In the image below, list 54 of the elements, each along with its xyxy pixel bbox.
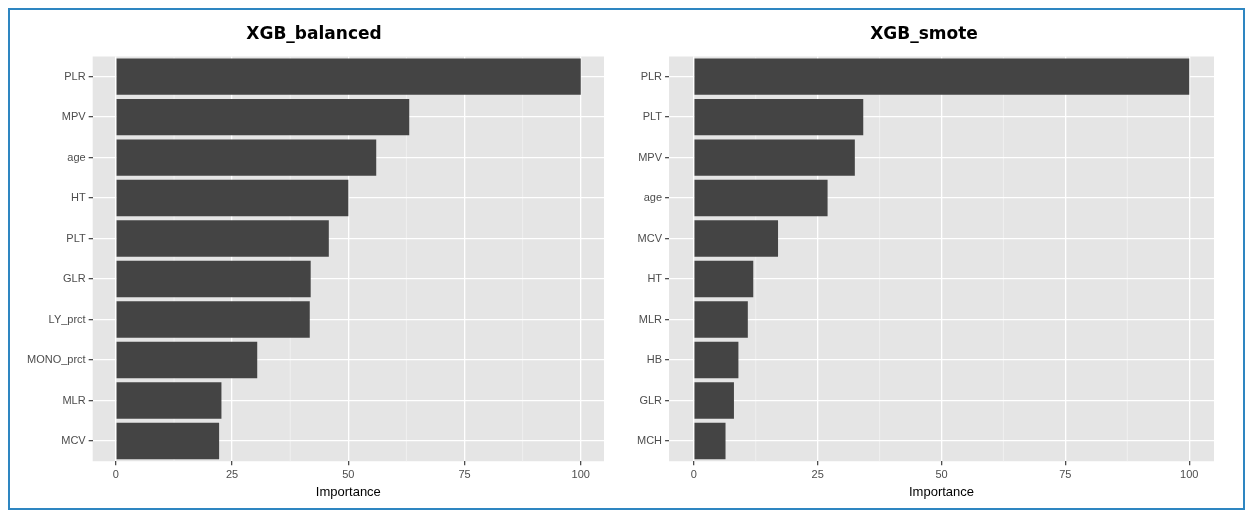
bar bbox=[116, 422, 220, 460]
y-tick-label: MPV bbox=[638, 150, 663, 163]
bar bbox=[116, 301, 310, 338]
y-tick-label: PLR bbox=[64, 69, 86, 82]
y-tick-label: HT bbox=[647, 272, 663, 285]
bar bbox=[694, 260, 754, 298]
y-tick-label: PLT bbox=[66, 231, 86, 244]
x-tick-label: 0 bbox=[690, 467, 697, 480]
x-tick-label: 50 bbox=[935, 467, 948, 480]
bar bbox=[694, 220, 779, 257]
chart-title: XGB_smote bbox=[870, 22, 978, 43]
y-tick-label: age bbox=[67, 150, 86, 163]
bar bbox=[116, 220, 329, 257]
y-tick-label: MCV bbox=[61, 433, 87, 446]
x-axis-title: Importance bbox=[909, 483, 975, 499]
y-tick-label: MPV bbox=[61, 110, 87, 123]
bar bbox=[116, 58, 581, 95]
y-tick-label: PLR bbox=[640, 69, 663, 82]
y-tick-label: LY_prct bbox=[48, 312, 86, 325]
y-tick-label: HB bbox=[646, 353, 663, 366]
y-tick-label: GLR bbox=[639, 393, 663, 406]
bar bbox=[694, 58, 1190, 95]
x-tick-label: 50 bbox=[342, 467, 355, 480]
y-tick-label: MCH bbox=[636, 433, 663, 446]
bar bbox=[694, 382, 734, 419]
y-tick-label: MCV bbox=[637, 231, 663, 244]
bar bbox=[116, 98, 410, 136]
x-tick-label: 0 bbox=[112, 467, 119, 480]
y-tick-label: GLR bbox=[63, 272, 86, 285]
bar bbox=[694, 98, 864, 136]
y-tick-label: MONO_prct bbox=[26, 353, 86, 366]
y-tick-label: PLT bbox=[642, 110, 663, 123]
bar bbox=[116, 139, 377, 176]
x-tick-label: 100 bbox=[571, 467, 590, 480]
bar bbox=[694, 422, 726, 460]
bar bbox=[694, 139, 855, 176]
x-tick-label: 100 bbox=[1180, 467, 1199, 480]
x-tick-label: 75 bbox=[1059, 467, 1072, 480]
x-tick-label: 25 bbox=[811, 467, 824, 480]
y-tick-label: MLR bbox=[638, 312, 663, 325]
x-tick-label: 75 bbox=[458, 467, 471, 480]
x-axis-title: Importance bbox=[315, 483, 381, 499]
y-tick-label: HT bbox=[71, 191, 86, 204]
bar bbox=[116, 341, 258, 379]
bar bbox=[694, 179, 828, 217]
x-tick-label: 25 bbox=[226, 467, 239, 480]
y-tick-label: MLR bbox=[62, 393, 86, 406]
bar bbox=[116, 179, 349, 217]
bar bbox=[694, 341, 739, 379]
bar bbox=[116, 260, 311, 298]
chart-title: XGB_balanced bbox=[246, 22, 382, 43]
bar bbox=[116, 382, 222, 419]
bar bbox=[694, 301, 748, 338]
y-tick-label: age bbox=[643, 191, 663, 204]
